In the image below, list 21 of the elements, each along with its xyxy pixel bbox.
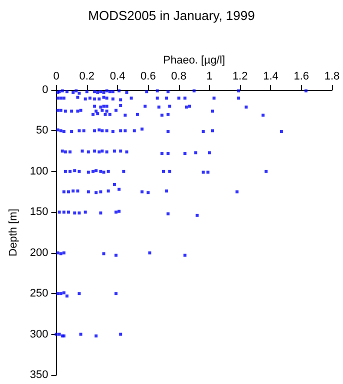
x-tick-label: 1.2: [232, 70, 248, 82]
y-tick-label: 350: [30, 369, 48, 381]
y-axis-title: Depth [m]: [8, 208, 20, 256]
x-tick-label: 0.8: [171, 70, 186, 82]
y-tick-label: 250: [30, 288, 48, 300]
x-tick-label: 1: [206, 70, 213, 82]
y-tick-label: 100: [30, 165, 48, 178]
x-tick-label: 1.6: [294, 70, 310, 82]
y-tick-label: 0: [42, 84, 48, 96]
x-tick-label: 1.4: [263, 70, 278, 82]
y-tick-label: 150: [30, 206, 48, 218]
x-axis-title: Phaeo. [µg/l]: [163, 54, 226, 66]
chart-title: MODS2005 in January, 1999: [88, 8, 255, 23]
y-tick-label: 300: [30, 328, 48, 340]
x-tick-label: 0.4: [110, 70, 126, 82]
x-tick-label: 0.2: [79, 70, 95, 82]
x-tick-label: 1.8: [324, 70, 340, 82]
y-tick-label: 50: [36, 124, 48, 137]
x-tick-label: 0.6: [140, 70, 156, 82]
x-tick-label: 0: [53, 70, 60, 82]
y-tick-label: 200: [30, 246, 48, 259]
